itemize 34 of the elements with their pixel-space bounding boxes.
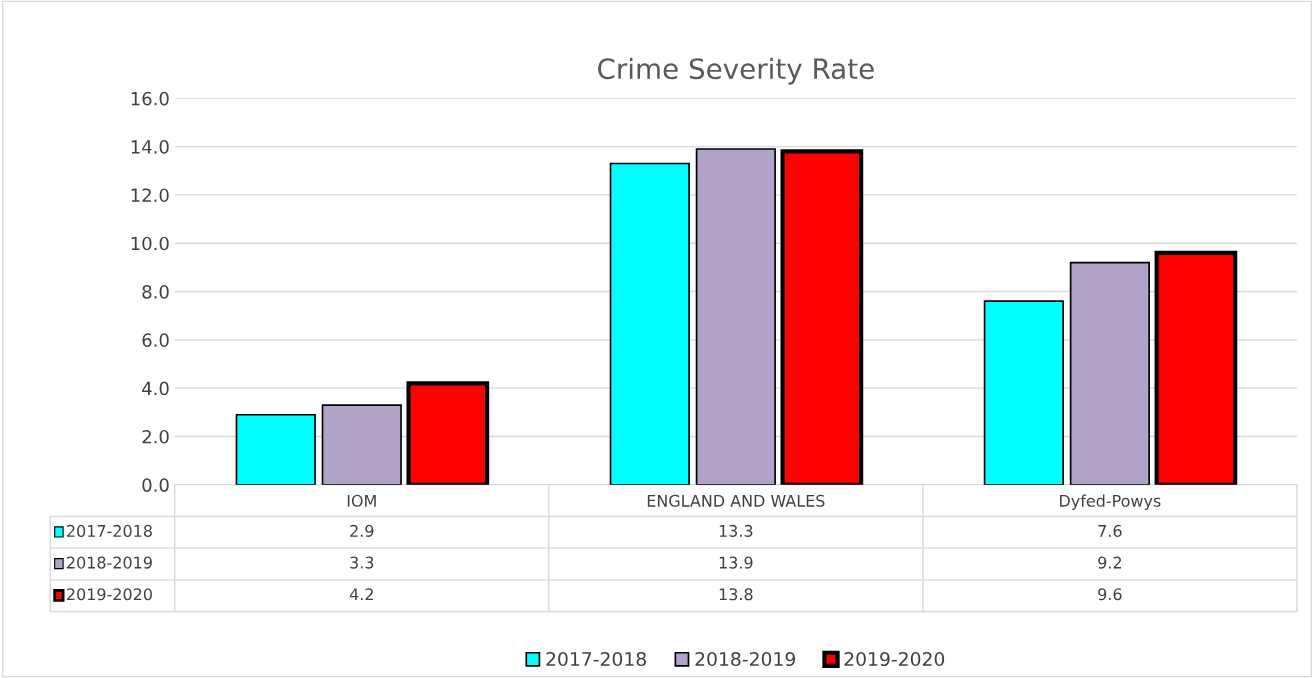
- bar: [983, 300, 1064, 485]
- y-tick-label: 10.0: [131, 236, 169, 251]
- y-tick-label: 14.0: [131, 140, 169, 154]
- legend-label: 2019-2020: [844, 651, 945, 667]
- y-tick-label: 16.0: [131, 91, 169, 106]
- data-label: 9.6: [1098, 588, 1122, 601]
- legend-label: 2017-2018: [67, 524, 152, 537]
- data-label: 4.2: [349, 588, 373, 601]
- data-label: 9.2: [1098, 556, 1121, 569]
- y-tick-label: 8.0: [142, 285, 169, 299]
- text: 2017-2018: [546, 651, 646, 667]
- x-tick-label: IOM: [347, 494, 376, 507]
- y-tick-label: 0.0: [142, 478, 169, 492]
- data-label: 13.3: [719, 524, 753, 537]
- x-tick-label: ENGLAND AND WALES: [647, 494, 825, 507]
- y-tick-label: 6.0: [142, 333, 169, 347]
- y-tick-label: 4.0: [142, 381, 169, 396]
- bar: [235, 413, 316, 485]
- data-label: 3.3: [350, 556, 374, 569]
- data-label: 13.9: [719, 556, 753, 569]
- text: 2019-2020: [67, 588, 152, 601]
- bar: [695, 148, 776, 485]
- x-tick-label: Dyfed-Powys: [1060, 494, 1161, 510]
- text: 2018-2019: [67, 556, 152, 569]
- bar: [609, 162, 690, 485]
- bar: [321, 404, 402, 485]
- data-label: 7.6: [1098, 524, 1122, 537]
- y-tick-label: 2.0: [142, 429, 169, 444]
- data-label: 13.8: [719, 588, 753, 601]
- chart-title: Crime Severity Rate: [598, 57, 874, 85]
- bar: [1069, 261, 1151, 485]
- y-tick-label: 12.0: [131, 188, 169, 203]
- data-label: 2.9: [350, 524, 374, 537]
- legend-label: 2018-2019: [695, 651, 795, 667]
